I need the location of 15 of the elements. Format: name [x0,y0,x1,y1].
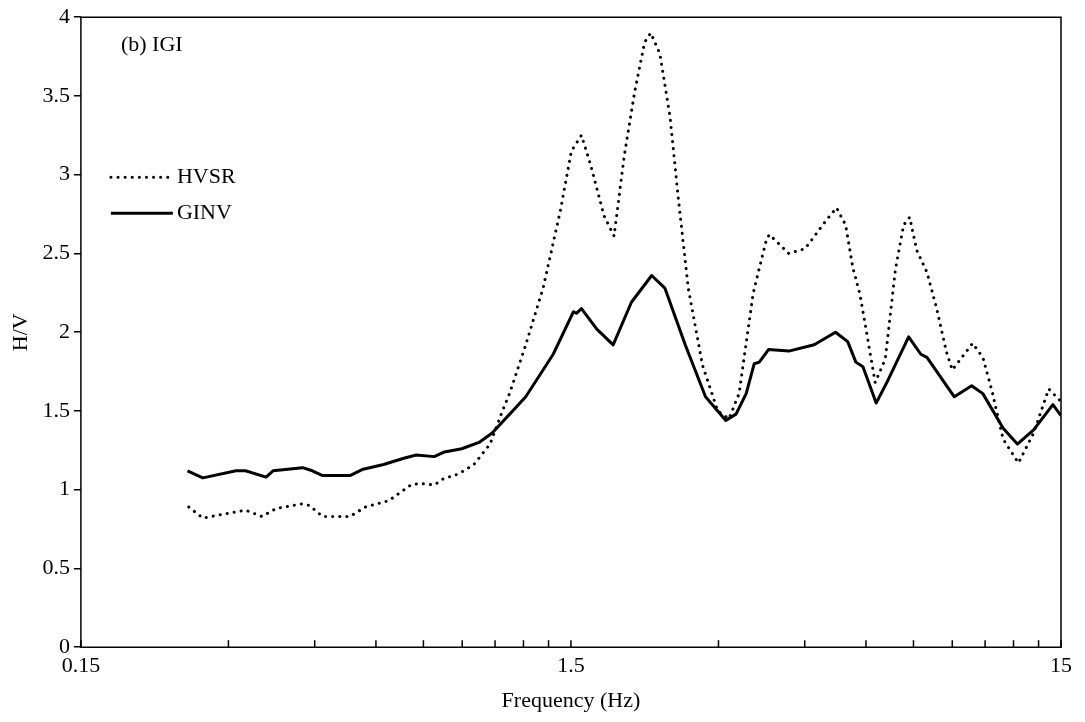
y-tick-label: 0.5 [42,554,70,580]
y-tick-label: 3 [58,160,70,186]
y-tick-label: 3.5 [42,81,70,107]
y-axis-title: H/V [6,313,32,352]
annotation: (b) IGI [120,30,183,56]
x-axis-title: Frequency (Hz) [501,686,641,712]
y-tick-label: 2 [58,317,70,343]
y-tick-label: 4 [58,2,70,28]
y-tick-label: 1 [58,475,70,501]
legend-label: HVSR [176,162,236,188]
legend-label: GINV [176,198,232,224]
y-tick-label: 2.5 [42,239,70,265]
x-tick-label: 1.5 [557,652,585,678]
y-tick-label: 1.5 [42,396,70,422]
x-tick-label: 15 [1050,652,1072,678]
